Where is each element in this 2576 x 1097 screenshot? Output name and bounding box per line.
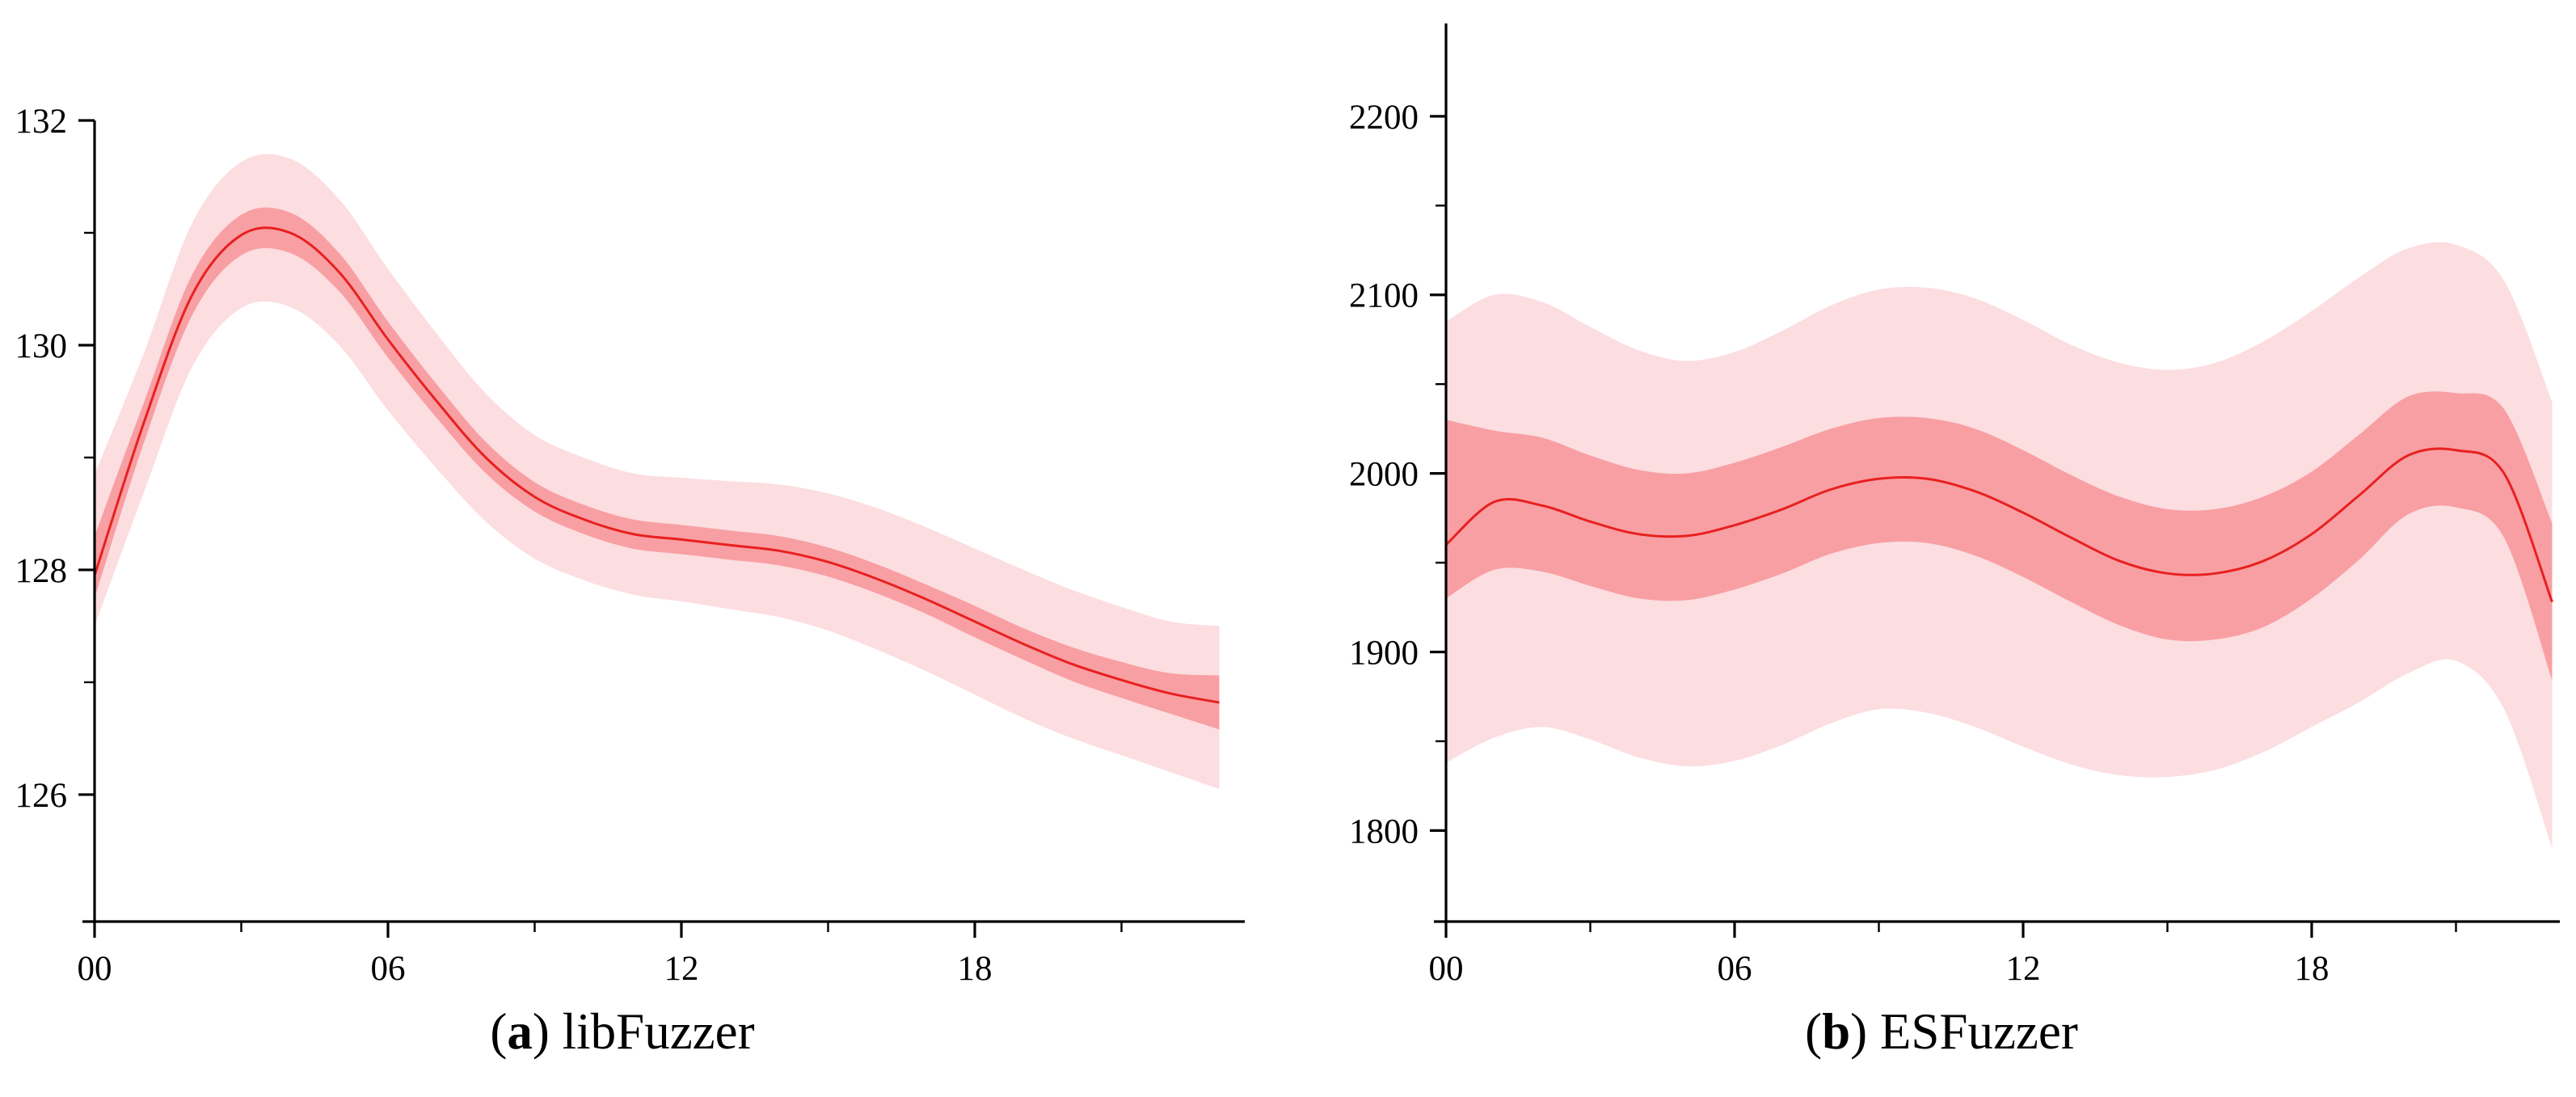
panel-a-outer-confidence-band	[95, 154, 1220, 790]
panel-b-x-tick-label: 00	[1429, 950, 1464, 988]
panel-a-x-tick-label: 18	[958, 950, 993, 988]
caption-a-open-paren: (	[490, 1003, 508, 1060]
caption-a-label: libFuzzer	[562, 1003, 755, 1060]
panel-b-y-tick-label: 1900	[1349, 634, 1419, 672]
panel-a-x-tick-label: 00	[78, 950, 112, 988]
panel-a-y-tick-label: 130	[15, 327, 68, 365]
panel-b-y-tick-label: 2200	[1349, 99, 1419, 137]
panel-b-x-tick-label: 18	[2295, 950, 2329, 988]
panel-b-y-tick-label: 2000	[1349, 456, 1419, 494]
panel-a-x-tick-label: 06	[371, 950, 406, 988]
panel-b-mean-line	[1444, 447, 2553, 603]
caption-a-close-paren: )	[532, 1003, 563, 1060]
caption-b-close-paren: )	[1850, 1003, 1880, 1060]
panel-a-inner-confidence-band	[95, 207, 1220, 730]
panel-a-y-tick-label: 128	[15, 552, 68, 590]
panel-b-y-tick-label: 1800	[1349, 812, 1419, 850]
panel-b-y-tick-label: 2100	[1349, 277, 1419, 315]
panel-a-y-tick-label: 132	[15, 103, 68, 141]
panel-b-caption: (b) ESFuzzer	[1805, 1002, 2078, 1061]
caption-b-open-paren: (	[1805, 1003, 1823, 1060]
panel-a-y-tick-label: 126	[15, 777, 68, 815]
caption-b-label: ESFuzzer	[1879, 1003, 2078, 1060]
caption-b-letter: b	[1822, 1003, 1851, 1060]
panel-a-caption: (a) libFuzzer	[490, 1002, 754, 1061]
panel-a-x-tick-label: 12	[664, 950, 699, 988]
panel-b-inner-confidence-band	[1446, 391, 2553, 681]
caption-a-letter: a	[507, 1003, 533, 1060]
panel-a-mean-line	[93, 226, 1220, 704]
panel-b-x-tick-label: 12	[2006, 950, 2041, 988]
panel-b-x-tick-label: 06	[1718, 950, 1752, 988]
